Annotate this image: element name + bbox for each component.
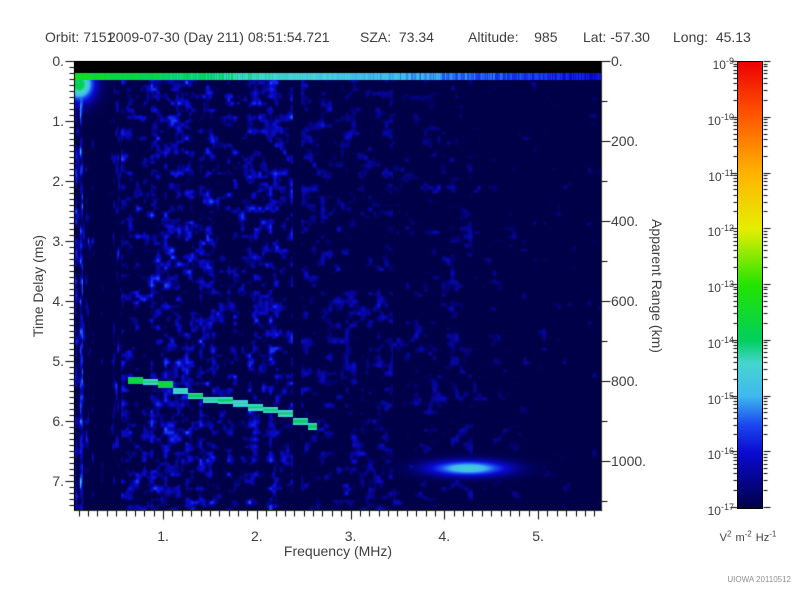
colorbar-tick-label: 10-9 xyxy=(712,56,734,72)
colorbar-tick-label: 10-11 xyxy=(708,167,734,184)
range-axis-tick-label: 1000. xyxy=(611,453,647,469)
x-axis-tick-label: 5. xyxy=(532,528,544,544)
colorbar-tick-label: 10-14 xyxy=(707,334,734,351)
credit-label: UIOWA 20110512 xyxy=(727,575,791,584)
colorbar-units-label: V2 m-2 Hz-1 xyxy=(719,529,777,544)
range-axis-tick-label: 200. xyxy=(611,133,639,149)
range-axis-tick-label: 800. xyxy=(611,373,639,389)
range-axis-tick-label: 400. xyxy=(611,213,639,229)
x-axis-tick-label: 2. xyxy=(250,528,263,544)
y-axis-tick-label: 1. xyxy=(52,113,64,129)
colorbar-tick-label: 10-16 xyxy=(707,446,734,463)
x-axis-tick-label: 3. xyxy=(344,528,357,544)
range-axis-tick-label: 600. xyxy=(611,293,639,309)
y-axis-tick-label: 5. xyxy=(52,353,64,369)
y-axis-tick-label: 2. xyxy=(52,173,64,189)
colorbar-tick-label: 10-15 xyxy=(707,390,734,407)
x-axis-tick-label: 1. xyxy=(157,528,169,544)
y-axis-tick-label: 6. xyxy=(52,413,64,429)
colorbar-tick-label: 10-17 xyxy=(707,502,734,518)
colorbar-tick-label: 10-12 xyxy=(707,223,734,240)
x-axis-tick-label: 4. xyxy=(438,528,451,544)
y-axis-tick-label: 0. xyxy=(52,53,64,69)
colorbar-tick-label: 10-13 xyxy=(707,279,734,295)
range-axis-tick-label: 0. xyxy=(611,53,623,69)
y-axis-tick-label: 3. xyxy=(52,233,64,249)
y-axis-tick-label: 4. xyxy=(52,293,64,309)
colorbar-tick-label: 10-10 xyxy=(707,111,734,128)
y-axis-tick-label: 7. xyxy=(52,473,64,489)
